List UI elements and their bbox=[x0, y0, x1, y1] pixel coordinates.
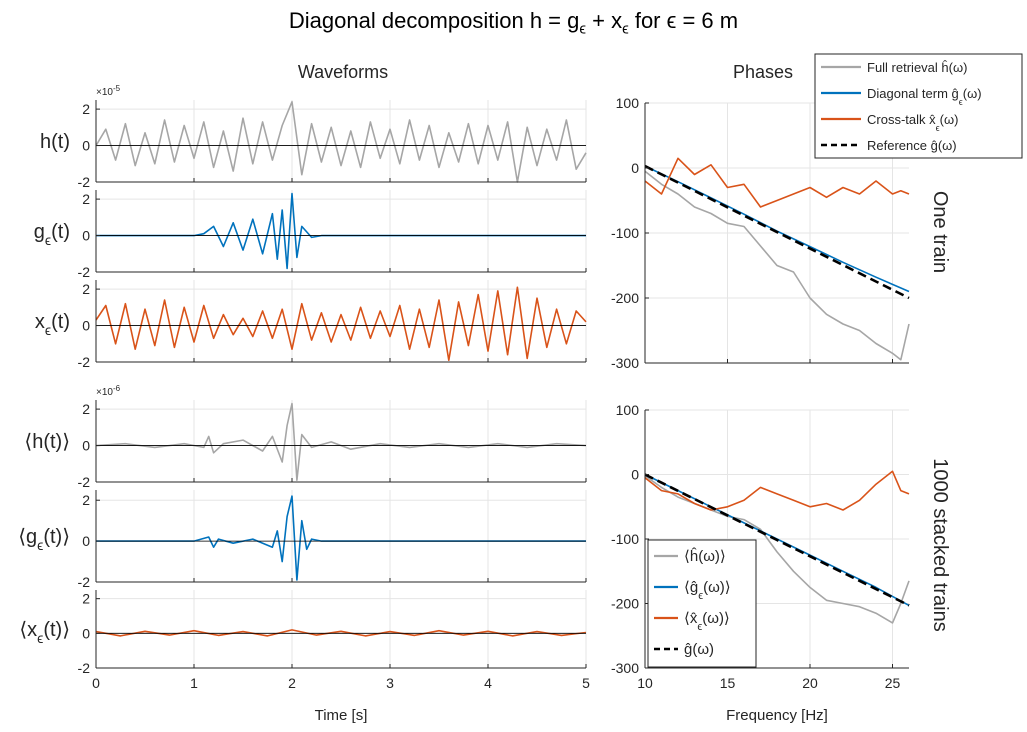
y-axis-label: gϵ(t) bbox=[34, 221, 70, 248]
series-line-2 bbox=[644, 470, 910, 511]
row-label-stacked: 1000 stacked trains bbox=[929, 458, 951, 631]
legend-label: ⟨ĝϵ(ω)⟩ bbox=[684, 579, 731, 602]
y-tick-label: -100 bbox=[611, 225, 639, 241]
y-tick-label: 0 bbox=[82, 438, 90, 454]
y-tick-label: 2 bbox=[82, 492, 90, 508]
legend-label: ⟨ĥ(ω)⟩ bbox=[684, 547, 726, 565]
plot-area bbox=[96, 400, 586, 482]
y-tick-label: 0 bbox=[631, 467, 639, 483]
y-tick-label: 0 bbox=[82, 228, 90, 244]
panel-0: -2 0 2 ×10-5 h(t) bbox=[40, 84, 587, 190]
plot-area bbox=[96, 280, 586, 362]
y-tick-label: 0 bbox=[82, 625, 90, 641]
y-tick-label: 2 bbox=[82, 591, 90, 607]
phases-column-title: Phases bbox=[733, 62, 793, 82]
legend-label: Diagonal term ĝϵ(ω) bbox=[867, 86, 982, 107]
y-tick-label: -2 bbox=[78, 574, 91, 590]
y-axis-label: ⟨h(t)⟩ bbox=[24, 431, 70, 453]
x-tick-label: 4 bbox=[484, 675, 492, 691]
y-tick-label: 0 bbox=[631, 160, 639, 176]
y-tick-label: -200 bbox=[611, 290, 639, 306]
legend-box bbox=[647, 539, 757, 668]
y-tick-label: 100 bbox=[616, 402, 640, 418]
y-tick-label: 0 bbox=[82, 138, 90, 154]
y-tick-label: -2 bbox=[78, 354, 91, 370]
panel-1: -2 0 2 gϵ(t) bbox=[34, 190, 587, 280]
legend-box bbox=[814, 53, 1023, 159]
figure-title: Diagonal decomposition h = gϵ + xϵ for ϵ… bbox=[288, 8, 739, 38]
x-tick-label: 15 bbox=[720, 675, 736, 691]
legend-label: Cross-talk x̂ϵ(ω) bbox=[867, 112, 958, 133]
series-line-2 bbox=[644, 157, 910, 208]
plot-area bbox=[96, 590, 586, 668]
y-axis-label: ⟨xϵ(t)⟩ bbox=[19, 619, 70, 646]
y-tick-label: -2 bbox=[78, 174, 91, 190]
legend-label: Reference ĝ(ω) bbox=[867, 138, 957, 153]
y-tick-label: -100 bbox=[611, 531, 639, 547]
x-axis-label: Time [s] bbox=[315, 707, 368, 724]
x-tick-label: 2 bbox=[288, 675, 296, 691]
panel-3: -2 0 2 ×10-6 ⟨h(t)⟩ bbox=[24, 384, 587, 490]
y-axis-label: h(t) bbox=[40, 131, 70, 153]
x-tick-label: 3 bbox=[386, 675, 394, 691]
y-tick-label: 2 bbox=[82, 101, 90, 117]
legend-label: ĝ(ω) bbox=[684, 641, 714, 658]
y-axis-label: xϵ(t) bbox=[35, 311, 70, 338]
series-line-0 bbox=[96, 495, 586, 581]
x-tick-label: 25 bbox=[885, 675, 901, 691]
y-tick-label: 0 bbox=[82, 533, 90, 549]
series-line-0 bbox=[95, 101, 587, 183]
legend-label: ⟨x̂ϵ(ω)⟩ bbox=[684, 610, 730, 633]
panel-2: -2 0 2 xϵ(t) bbox=[35, 280, 587, 370]
x-axis-label: Frequency [Hz] bbox=[726, 707, 828, 724]
y-tick-label: -2 bbox=[78, 660, 91, 676]
series-line-0 bbox=[95, 402, 587, 482]
x-tick-label: 20 bbox=[802, 675, 818, 691]
panel-4: -2 0 2 ⟨gϵ(t)⟩ bbox=[18, 490, 587, 590]
y-tick-label: -2 bbox=[78, 474, 91, 490]
row-label-one-train: One train bbox=[929, 191, 951, 273]
legend-top: Full retrieval ĥ(ω) Diagonal term ĝϵ(ω) Cr… bbox=[814, 53, 1023, 159]
y-axis-label: ⟨gϵ(t)⟩ bbox=[18, 526, 70, 553]
series-line-0 bbox=[95, 286, 587, 362]
legend-label: Full retrieval ĥ(ω) bbox=[867, 60, 967, 75]
y-tick-label: 2 bbox=[82, 191, 90, 207]
series-line-0 bbox=[644, 170, 910, 361]
y-tick-label: 2 bbox=[82, 401, 90, 417]
plot-area bbox=[96, 100, 586, 182]
y-tick-label: 0 bbox=[82, 318, 90, 334]
series-line-3 bbox=[644, 164, 910, 300]
y-tick-label: -2 bbox=[78, 264, 91, 280]
exponent-label: ×10-5 bbox=[96, 84, 121, 98]
waveforms-column-title: Waveforms bbox=[298, 62, 388, 82]
x-tick-label: 10 bbox=[637, 675, 653, 691]
plot-area bbox=[96, 490, 586, 582]
y-tick-label: -200 bbox=[611, 596, 639, 612]
x-tick-label: 0 bbox=[92, 675, 100, 691]
y-tick-label: -300 bbox=[611, 660, 639, 676]
series-line-3 bbox=[644, 473, 910, 607]
legend-bottom: ⟨ĥ(ω)⟩ ⟨ĝϵ(ω)⟩ ⟨x̂ϵ(ω)⟩ ĝ(ω) bbox=[647, 539, 757, 668]
x-tick-label: 1 bbox=[190, 675, 198, 691]
plot-area bbox=[96, 190, 586, 272]
y-tick-label: 2 bbox=[82, 281, 90, 297]
y-tick-label: 100 bbox=[616, 95, 640, 111]
x-tick-label: 5 bbox=[582, 675, 590, 691]
exponent-label: ×10-6 bbox=[96, 384, 121, 398]
y-tick-label: -300 bbox=[611, 355, 639, 371]
